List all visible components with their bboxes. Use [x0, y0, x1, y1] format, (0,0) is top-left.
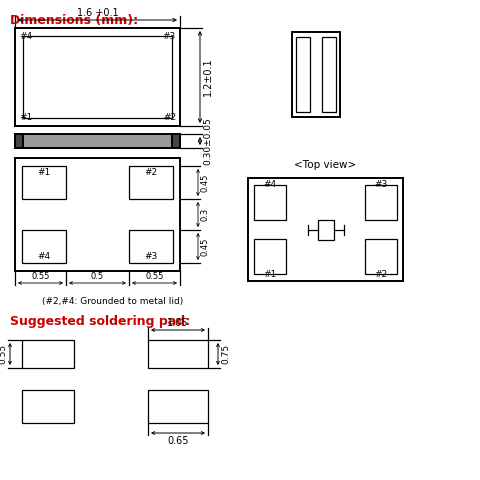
Bar [365, 185, 397, 220]
Text: 1.05: 1.05 [167, 318, 189, 328]
Bar [248, 178, 403, 281]
Bar [129, 230, 173, 263]
Bar [129, 166, 173, 199]
Text: #4: #4 [37, 252, 50, 261]
Text: #3: #3 [374, 180, 388, 189]
Bar [292, 32, 340, 117]
Text: #2: #2 [144, 168, 157, 177]
Bar [254, 185, 286, 220]
Bar [23, 36, 172, 118]
Text: Dimensions (mm):: Dimensions (mm): [10, 14, 138, 27]
Text: #1: #1 [264, 270, 276, 279]
Text: (#2,#4: Grounded to metal lid): (#2,#4: Grounded to metal lid) [42, 297, 183, 306]
Text: 0.45: 0.45 [201, 237, 210, 256]
Text: Suggested soldering pad:: Suggested soldering pad: [10, 315, 190, 328]
Bar [22, 166, 66, 199]
Text: 0.55: 0.55 [31, 272, 50, 281]
Bar [148, 390, 208, 423]
Bar [15, 134, 23, 148]
Text: #1: #1 [37, 168, 50, 177]
Bar [365, 239, 397, 274]
Bar [15, 134, 180, 148]
Bar [317, 219, 334, 240]
Text: #3: #3 [144, 252, 157, 261]
Bar [148, 340, 208, 368]
Bar [296, 37, 310, 112]
Bar [15, 28, 180, 126]
Text: #4: #4 [264, 180, 276, 189]
Text: 0.55: 0.55 [0, 344, 7, 364]
Text: <Top view>: <Top view> [294, 160, 357, 170]
Text: 0.75: 0.75 [221, 344, 230, 364]
Text: 1.2±0.1: 1.2±0.1 [203, 58, 213, 96]
Bar [172, 134, 180, 148]
Text: #4: #4 [19, 32, 32, 41]
Text: 0.5: 0.5 [91, 272, 104, 281]
Text: 0.65: 0.65 [167, 436, 189, 446]
Text: #2: #2 [163, 113, 176, 122]
Text: 0.3: 0.3 [201, 208, 210, 221]
Bar [22, 230, 66, 263]
Bar [15, 158, 180, 271]
Text: 0.55: 0.55 [145, 272, 164, 281]
Bar [254, 239, 286, 274]
Text: 0.45: 0.45 [201, 173, 210, 192]
Bar [22, 390, 74, 423]
Bar [22, 340, 74, 368]
Text: #2: #2 [374, 270, 387, 279]
Text: #1: #1 [19, 113, 32, 122]
Text: #3: #3 [163, 32, 176, 41]
Text: 0.30±0.05: 0.30±0.05 [203, 117, 212, 165]
Bar [322, 37, 336, 112]
Text: 1.6 +0.1: 1.6 +0.1 [77, 8, 118, 18]
